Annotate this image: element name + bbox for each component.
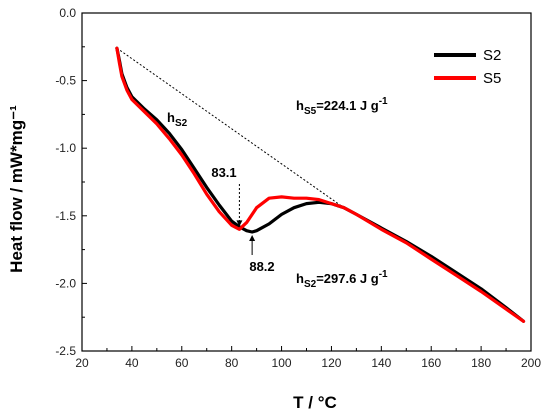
- legend: S2 S5: [434, 47, 501, 87]
- series-lines: [115, 46, 526, 323]
- hs5-rest: =224.1 J g: [316, 98, 379, 113]
- y-tick-label: -1.0: [55, 141, 76, 155]
- y-tick-label: -0.5: [55, 74, 76, 88]
- hs2-sub: S2: [304, 279, 317, 290]
- x-axis-title: T / °C: [293, 393, 337, 412]
- peak-arrowhead-s2: [249, 235, 256, 242]
- x-tick-label: 20: [75, 356, 89, 370]
- series-line-s5: [115, 46, 526, 323]
- x-tick-label: 40: [125, 356, 139, 370]
- x-tick-label: 120: [321, 356, 341, 370]
- y-tick-label: -2.5: [55, 344, 76, 358]
- hs2-enthalpy-label: hS2=297.6 J g-1: [296, 269, 388, 290]
- y-axis-title: Heat flow / mW*mg⁻¹: [7, 105, 26, 273]
- hs2-symbol-label: hS2: [167, 110, 188, 129]
- hs2-symbol-sub: S2: [175, 118, 188, 129]
- hs2-sup: -1: [379, 269, 388, 280]
- hs5-main: h: [296, 98, 304, 113]
- x-tick-label: 180: [471, 356, 491, 370]
- x-tick-label: 80: [225, 356, 239, 370]
- legend-label-s2: S2: [483, 47, 501, 64]
- axis-tick-labels: 20 40 60 80 100 120 140 160 180 200 0.0 -0.5 -1.0 -1.…: [55, 6, 541, 370]
- hs2-rest: =297.6 J g: [316, 271, 379, 286]
- peak-annotation-s5: 83.1: [211, 165, 243, 227]
- hs2-main: h: [296, 271, 304, 286]
- y-tick-label: 0.0: [59, 6, 76, 20]
- x-tick-label: 60: [175, 356, 189, 370]
- integration-baseline: [116, 47, 345, 209]
- plot-frame: [81, 12, 532, 352]
- x-tick-label: 200: [521, 356, 541, 370]
- x-tick-label: 100: [272, 356, 292, 370]
- x-tick-label: 160: [421, 356, 441, 370]
- peak-arrowhead-s5: [236, 220, 243, 227]
- x-tick-label: 140: [371, 356, 391, 370]
- peak-annotation-s2: 88.2: [249, 235, 275, 274]
- y-tick-label: -1.5: [55, 209, 76, 223]
- peak-label-s2: 88.2: [249, 259, 274, 274]
- hs5-sub: S5: [304, 106, 317, 117]
- legend-label-s5: S5: [483, 70, 501, 87]
- hs2-symbol-main: h: [167, 110, 175, 125]
- y-tick-label: -2.0: [55, 276, 76, 290]
- peak-label-s5: 83.1: [211, 165, 236, 180]
- hs5-sup: -1: [379, 96, 388, 107]
- hs5-enthalpy-label: hS5=224.1 J g-1: [296, 96, 388, 117]
